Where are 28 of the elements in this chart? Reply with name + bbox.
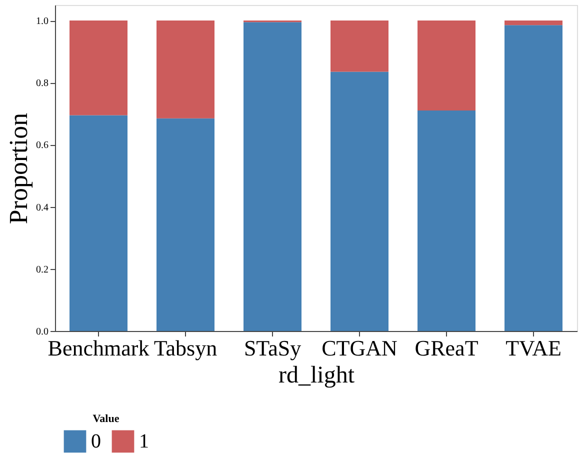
y-tick-label: 1.0 (36, 16, 48, 28)
bar (504, 20, 562, 26)
bar (70, 115, 128, 331)
x-tick-label: Tabsyn (154, 336, 218, 360)
legend-title: Value (92, 413, 120, 425)
bar (330, 20, 388, 72)
legend-label: 1 (139, 430, 149, 452)
y-tick-label: 0.8 (36, 78, 48, 90)
bar (156, 20, 214, 118)
bar (156, 118, 214, 331)
bar (70, 20, 128, 116)
y-tick-label: 0.0 (36, 326, 48, 338)
x-tick-label: STaSy (244, 336, 302, 360)
bar (504, 25, 562, 331)
y-tick-label: 0.6 (36, 140, 48, 152)
y-axis-title: Proportion (4, 112, 33, 224)
y-tick-label: 0.4 (36, 202, 48, 214)
bar (418, 110, 476, 331)
y-tick-label: 0.2 (36, 264, 48, 276)
bar (330, 72, 388, 331)
x-tick-label: TVAE (506, 336, 562, 360)
x-tick-label: GReaT (414, 336, 479, 360)
x-tick-label: Benchmark (48, 336, 150, 360)
x-axis-title: rd_light (278, 362, 355, 388)
bar (244, 22, 302, 331)
bar (418, 20, 476, 111)
x-tick-label: CTGAN (322, 336, 398, 360)
legend-label: 0 (91, 430, 101, 452)
